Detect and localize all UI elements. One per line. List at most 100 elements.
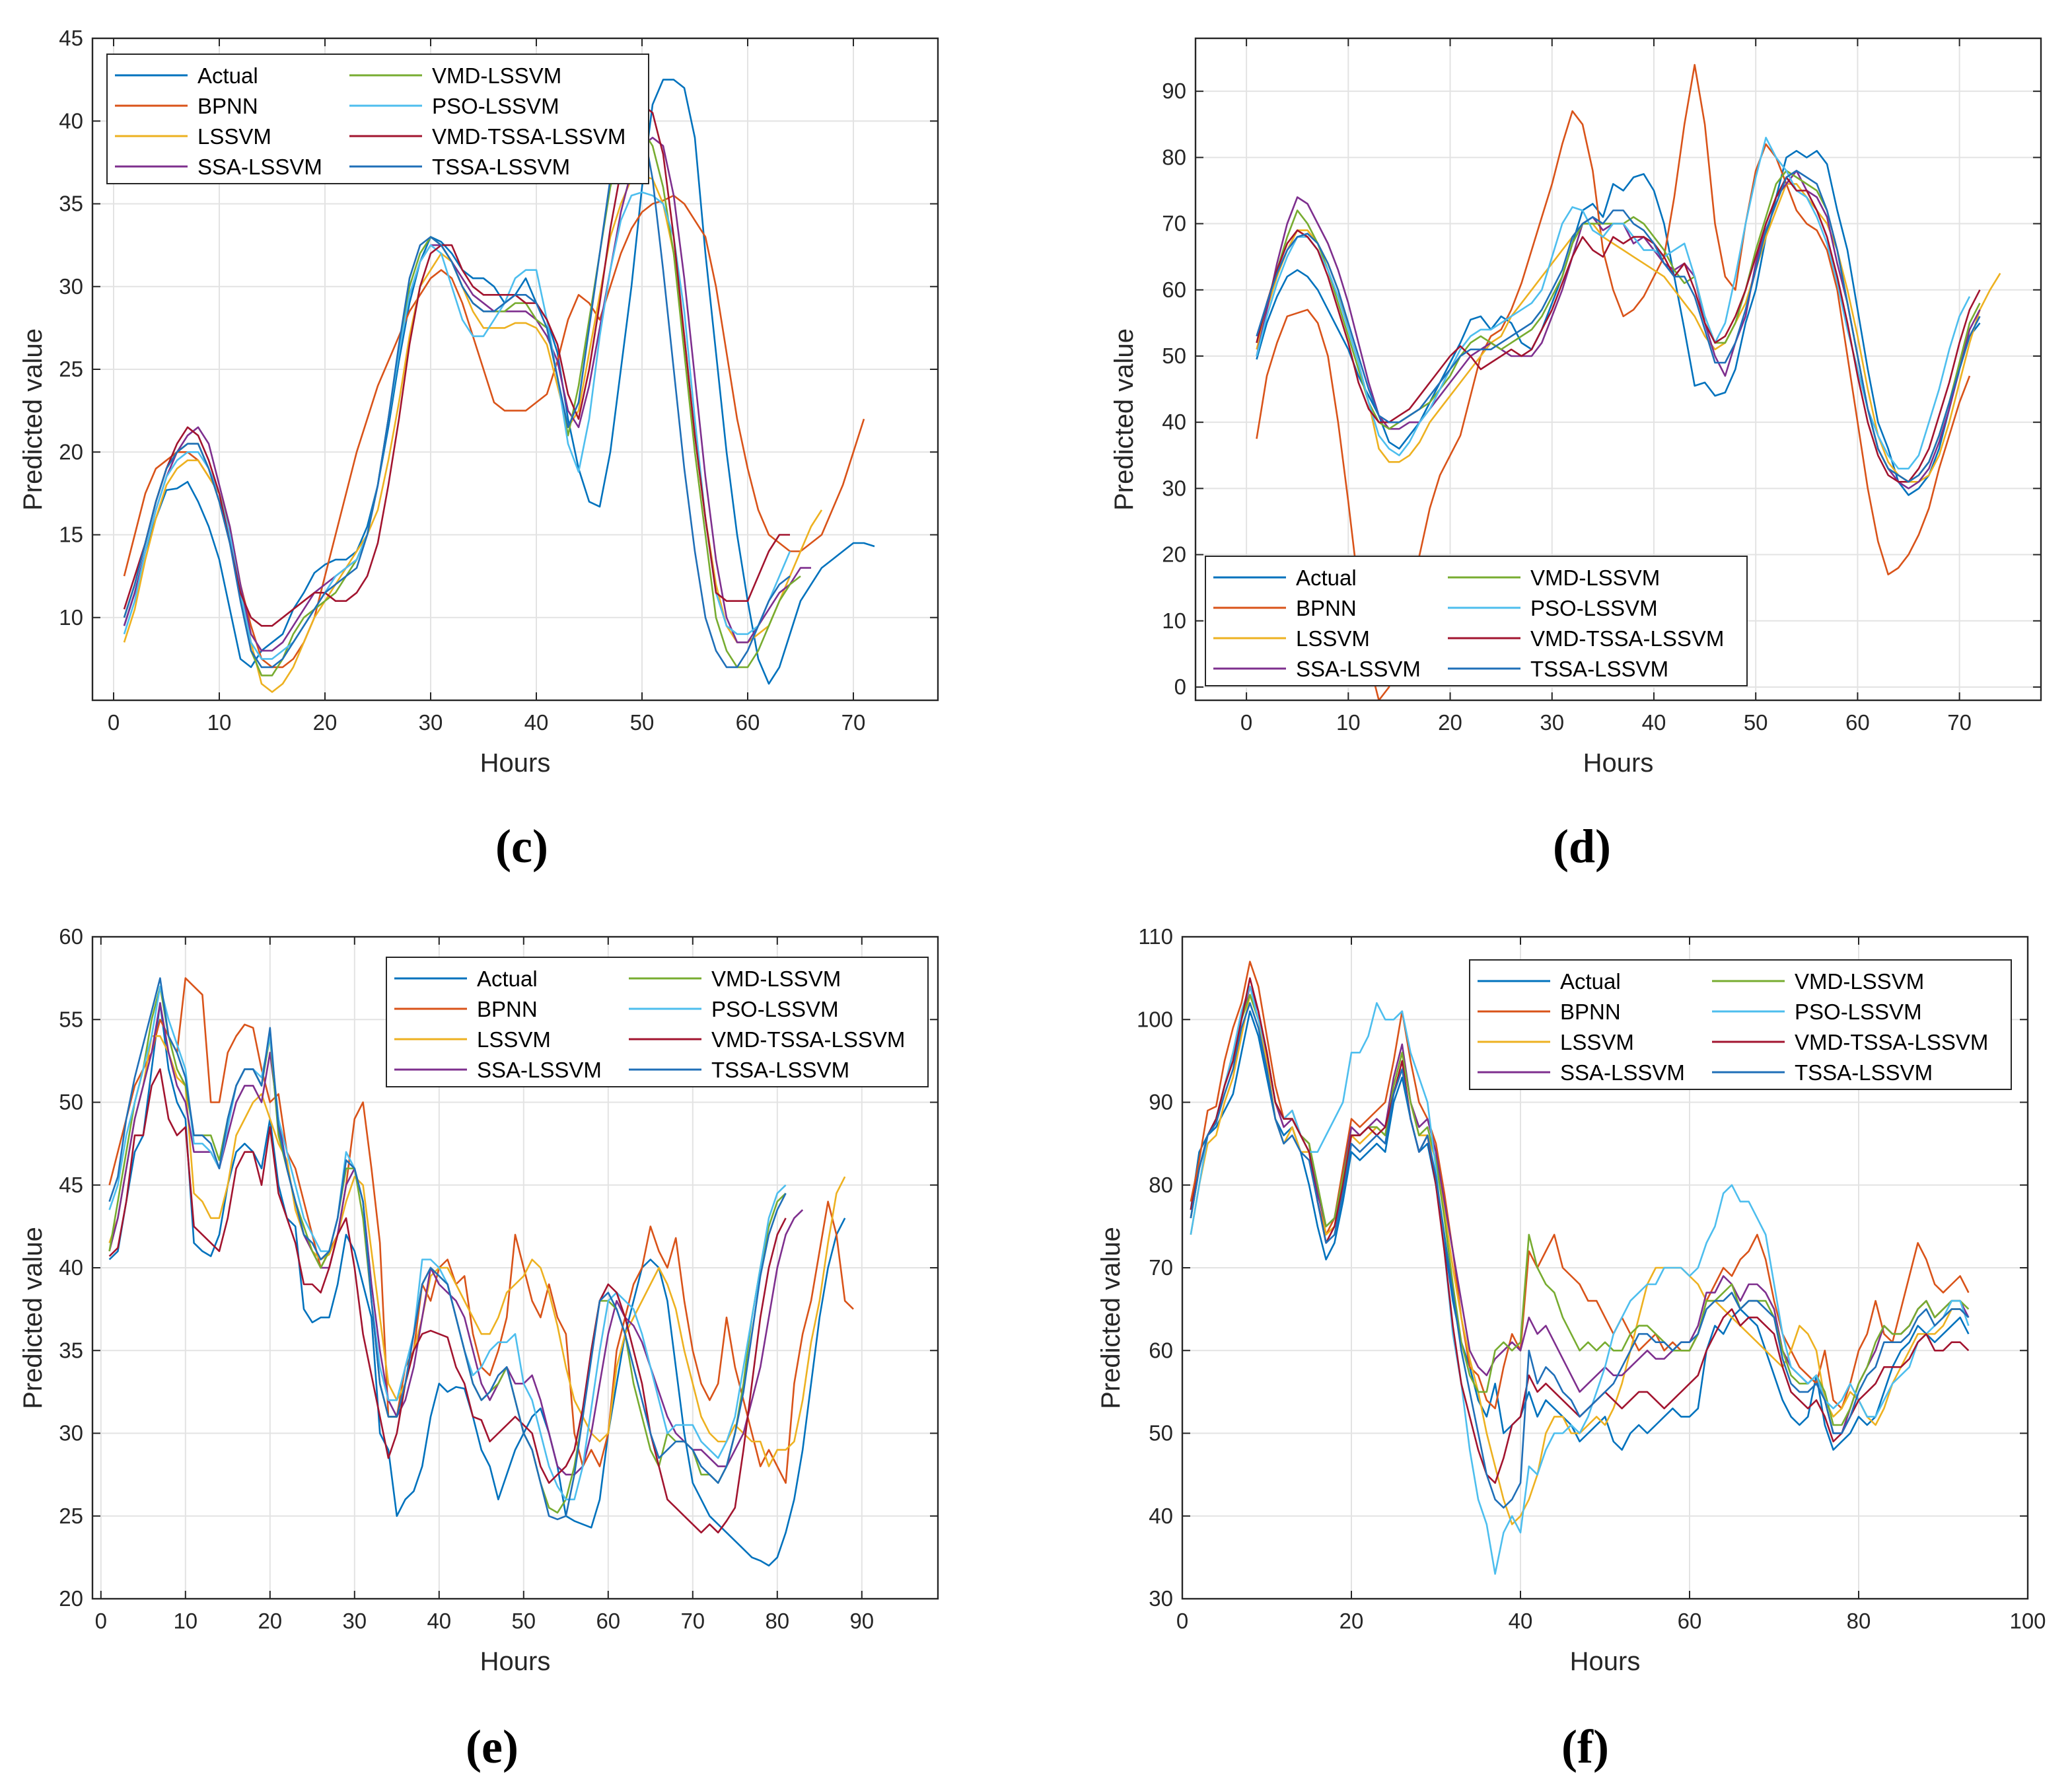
- x-tick-label: 90: [849, 1609, 874, 1633]
- legend-label: TSSA-LSSVM: [1530, 657, 1668, 681]
- legend-label: Actual: [1296, 566, 1357, 590]
- x-tick-label: 80: [765, 1609, 789, 1633]
- series-line-vmd-tssa-lssvm: [1256, 176, 1981, 483]
- legend-label: PSO-LSSVM: [1530, 596, 1658, 620]
- x-tick-label: 40: [1642, 710, 1666, 735]
- x-tick-label: 50: [630, 710, 655, 735]
- x-tick-label: 0: [1240, 710, 1252, 735]
- legend-label: TSSA-LSSVM: [432, 155, 570, 179]
- series-line-bpnn: [1256, 63, 1971, 700]
- series-line-vmd-tssa-lssvm: [108, 1068, 787, 1534]
- x-tick-label: 0: [95, 1609, 107, 1633]
- series-line-tssa-lssvm: [1190, 1002, 1970, 1509]
- series-line-lssvm: [1256, 183, 2001, 483]
- legend-label: BPNN: [477, 997, 538, 1021]
- legend: Actual BPNN LSSVM SSA-LSSVM VMD-LSSVM PSO-LSS…: [106, 54, 649, 184]
- y-tick-label: 50: [59, 1090, 83, 1115]
- y-tick-label: 35: [59, 192, 83, 216]
- series-line-vmd-lssvm: [1190, 994, 1970, 1426]
- y-axis-label: Predicted value: [18, 1227, 48, 1409]
- y-tick-label: 30: [59, 1421, 83, 1445]
- y-tick-label: 60: [1149, 1338, 1173, 1362]
- x-tick-label: 10: [173, 1609, 197, 1633]
- x-tick-label: 80: [1847, 1609, 1871, 1633]
- panel-label: (c): [495, 820, 548, 873]
- y-tick-label: 100: [1137, 1007, 1173, 1031]
- chart-panel-e: 0 10 20 30 40 50 60 70 80 90 20 25 30 35 40 45 50 55 60 Hou…: [18, 924, 939, 1773]
- legend-label: VMD-LSSVM: [432, 63, 561, 88]
- axes-box: [1194, 37, 2042, 702]
- x-tick-label: 100: [2009, 1609, 2046, 1633]
- x-tick-label: 60: [596, 1609, 620, 1633]
- y-tick-label: 30: [59, 274, 83, 299]
- legend-label: TSSA-LSSVM: [711, 1058, 849, 1082]
- legend-label: BPNN: [1296, 596, 1357, 620]
- chart-panel-d: 0 10 20 30 40 50 60 70 0 10 20 30 40 50 60 70 80 90 Hours P…: [1110, 37, 2042, 873]
- y-tick-label: 60: [1162, 277, 1186, 302]
- y-tick-label: 70: [1149, 1255, 1173, 1280]
- y-tick-label: 25: [59, 1504, 83, 1528]
- y-tick-label: 40: [59, 108, 83, 133]
- legend-label: VMD-TSSA-LSSVM: [432, 124, 625, 149]
- y-tick-label: 110: [1138, 924, 1173, 949]
- y-tick-label: 20: [59, 1586, 83, 1611]
- chart-panel-f: 0 20 40 60 80 100 30 40 50 60 70 80 90 100 110 Hours Pre…: [1096, 924, 2046, 1773]
- y-tick-label: 45: [59, 1173, 83, 1197]
- y-tick-label: 45: [59, 26, 83, 50]
- x-tick-label: 40: [1509, 1609, 1533, 1633]
- legend-label: Actual: [197, 63, 258, 88]
- x-tick-label: 20: [258, 1609, 282, 1633]
- legend-label: Actual: [1560, 969, 1621, 994]
- x-tick-label: 10: [1336, 710, 1361, 735]
- series-line-tssa-lssvm: [123, 112, 791, 669]
- legend-label: LSSVM: [477, 1027, 551, 1052]
- y-axis-label: Predicted value: [18, 328, 48, 511]
- x-tick-label: 70: [841, 710, 866, 735]
- legend: Actual BPNN LSSVM SSA-LSSVM VMD-LSSVM PSO-LSS…: [1205, 556, 1748, 686]
- x-axis-label: Hours: [1583, 749, 1654, 778]
- x-tick-label: 70: [680, 1609, 705, 1633]
- x-tick-label: 0: [1176, 1609, 1188, 1633]
- y-tick-label: 0: [1174, 675, 1186, 699]
- y-tick-label: 15: [59, 523, 83, 547]
- y-tick-label: 90: [1149, 1090, 1173, 1115]
- legend-label: LSSVM: [197, 124, 271, 149]
- x-tick-label: 20: [313, 710, 338, 735]
- x-tick-label: 60: [736, 710, 760, 735]
- legend-label: PSO-LSSVM: [1795, 1000, 1922, 1024]
- y-tick-label: 40: [59, 1255, 83, 1280]
- series-group: [1256, 63, 2001, 700]
- panel-label: (d): [1553, 820, 1611, 873]
- y-tick-label: 70: [1162, 211, 1186, 236]
- x-tick-label: 50: [511, 1609, 536, 1633]
- x-axis-label: Hours: [480, 749, 551, 778]
- legend-label: SSA-LSSVM: [1560, 1060, 1685, 1085]
- x-axis-label: Hours: [480, 1647, 551, 1676]
- x-tick-label: 0: [108, 710, 120, 735]
- legend-label: LSSVM: [1296, 626, 1370, 651]
- x-tick-label: 60: [1678, 1609, 1702, 1633]
- series-line-bpnn: [123, 194, 865, 669]
- y-tick-label: 80: [1149, 1173, 1173, 1197]
- legend-label: SSA-LSSVM: [477, 1058, 602, 1082]
- x-tick-label: 30: [1540, 710, 1564, 735]
- y-tick-label: 90: [1162, 79, 1186, 103]
- x-tick-label: 20: [1340, 1609, 1364, 1633]
- y-tick-label: 80: [1162, 145, 1186, 169]
- series-group: [123, 79, 875, 693]
- x-tick-label: 40: [524, 710, 549, 735]
- panel-label: (f): [1561, 1720, 1609, 1773]
- series-line-pso-lssvm: [1190, 985, 1970, 1575]
- legend-label: PSO-LSSVM: [711, 997, 839, 1021]
- y-tick-label: 25: [59, 357, 83, 381]
- legend-label: PSO-LSSVM: [432, 94, 559, 118]
- x-tick-label: 10: [207, 710, 232, 735]
- series-line-actual: [108, 1002, 846, 1567]
- legend-label: VMD-TSSA-LSSVM: [1795, 1030, 1988, 1054]
- series-line-tssa-lssvm: [108, 977, 787, 1521]
- y-tick-label: 40: [1149, 1504, 1173, 1528]
- legend-label: SSA-LSSVM: [1296, 657, 1421, 681]
- legend-label: VMD-LSSVM: [1795, 969, 1924, 994]
- series-line-actual: [1190, 1010, 1970, 1451]
